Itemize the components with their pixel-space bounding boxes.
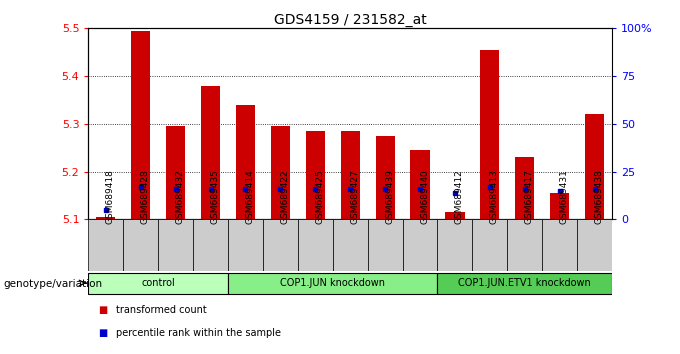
FancyBboxPatch shape [298, 219, 333, 271]
Text: ■: ■ [99, 305, 108, 315]
Bar [341, 131, 360, 219]
Text: GSM689439: GSM689439 [385, 169, 394, 224]
Text: GSM689414: GSM689414 [245, 169, 254, 224]
FancyBboxPatch shape [158, 219, 193, 271]
Bar [411, 150, 430, 219]
Bar [131, 31, 150, 219]
Text: ■: ■ [99, 328, 108, 338]
FancyBboxPatch shape [507, 219, 542, 271]
Text: control: control [141, 278, 175, 288]
Bar [480, 50, 499, 219]
Bar [550, 193, 569, 219]
FancyBboxPatch shape [88, 219, 123, 271]
Text: GSM689427: GSM689427 [350, 169, 359, 224]
Text: GSM689440: GSM689440 [420, 169, 429, 224]
FancyBboxPatch shape [88, 273, 228, 295]
FancyBboxPatch shape [228, 273, 437, 295]
Bar [515, 157, 534, 219]
Text: GSM689432: GSM689432 [175, 169, 185, 224]
Bar [236, 105, 255, 219]
Text: GSM689417: GSM689417 [525, 169, 534, 224]
Text: transformed count: transformed count [116, 305, 206, 315]
Text: GSM689418: GSM689418 [106, 169, 115, 224]
FancyBboxPatch shape [263, 219, 298, 271]
FancyBboxPatch shape [437, 219, 473, 271]
Text: GSM689412: GSM689412 [455, 169, 464, 224]
FancyBboxPatch shape [577, 219, 612, 271]
Bar [445, 212, 464, 219]
Text: GSM689435: GSM689435 [211, 169, 220, 224]
FancyBboxPatch shape [403, 219, 437, 271]
FancyBboxPatch shape [333, 219, 368, 271]
Text: GSM689425: GSM689425 [316, 169, 324, 224]
FancyBboxPatch shape [473, 219, 507, 271]
FancyBboxPatch shape [437, 273, 612, 295]
FancyBboxPatch shape [368, 219, 403, 271]
Text: percentile rank within the sample: percentile rank within the sample [116, 328, 281, 338]
FancyBboxPatch shape [123, 219, 158, 271]
Text: COP1.JUN.ETV1 knockdown: COP1.JUN.ETV1 knockdown [458, 278, 591, 288]
Title: GDS4159 / 231582_at: GDS4159 / 231582_at [274, 13, 426, 27]
Text: genotype/variation: genotype/variation [3, 279, 103, 289]
Bar [585, 114, 604, 219]
Text: COP1.JUN knockdown: COP1.JUN knockdown [280, 278, 386, 288]
FancyBboxPatch shape [228, 219, 263, 271]
Text: GSM689438: GSM689438 [594, 169, 604, 224]
Bar [306, 131, 325, 219]
Bar [201, 86, 220, 219]
FancyBboxPatch shape [542, 219, 577, 271]
Text: GSM689413: GSM689413 [490, 169, 499, 224]
FancyBboxPatch shape [193, 219, 228, 271]
Bar [97, 217, 116, 219]
Bar [375, 136, 394, 219]
Text: GSM689428: GSM689428 [141, 169, 150, 224]
Bar [166, 126, 185, 219]
Bar [271, 126, 290, 219]
Text: GSM689431: GSM689431 [560, 169, 568, 224]
Text: GSM689422: GSM689422 [280, 169, 290, 224]
